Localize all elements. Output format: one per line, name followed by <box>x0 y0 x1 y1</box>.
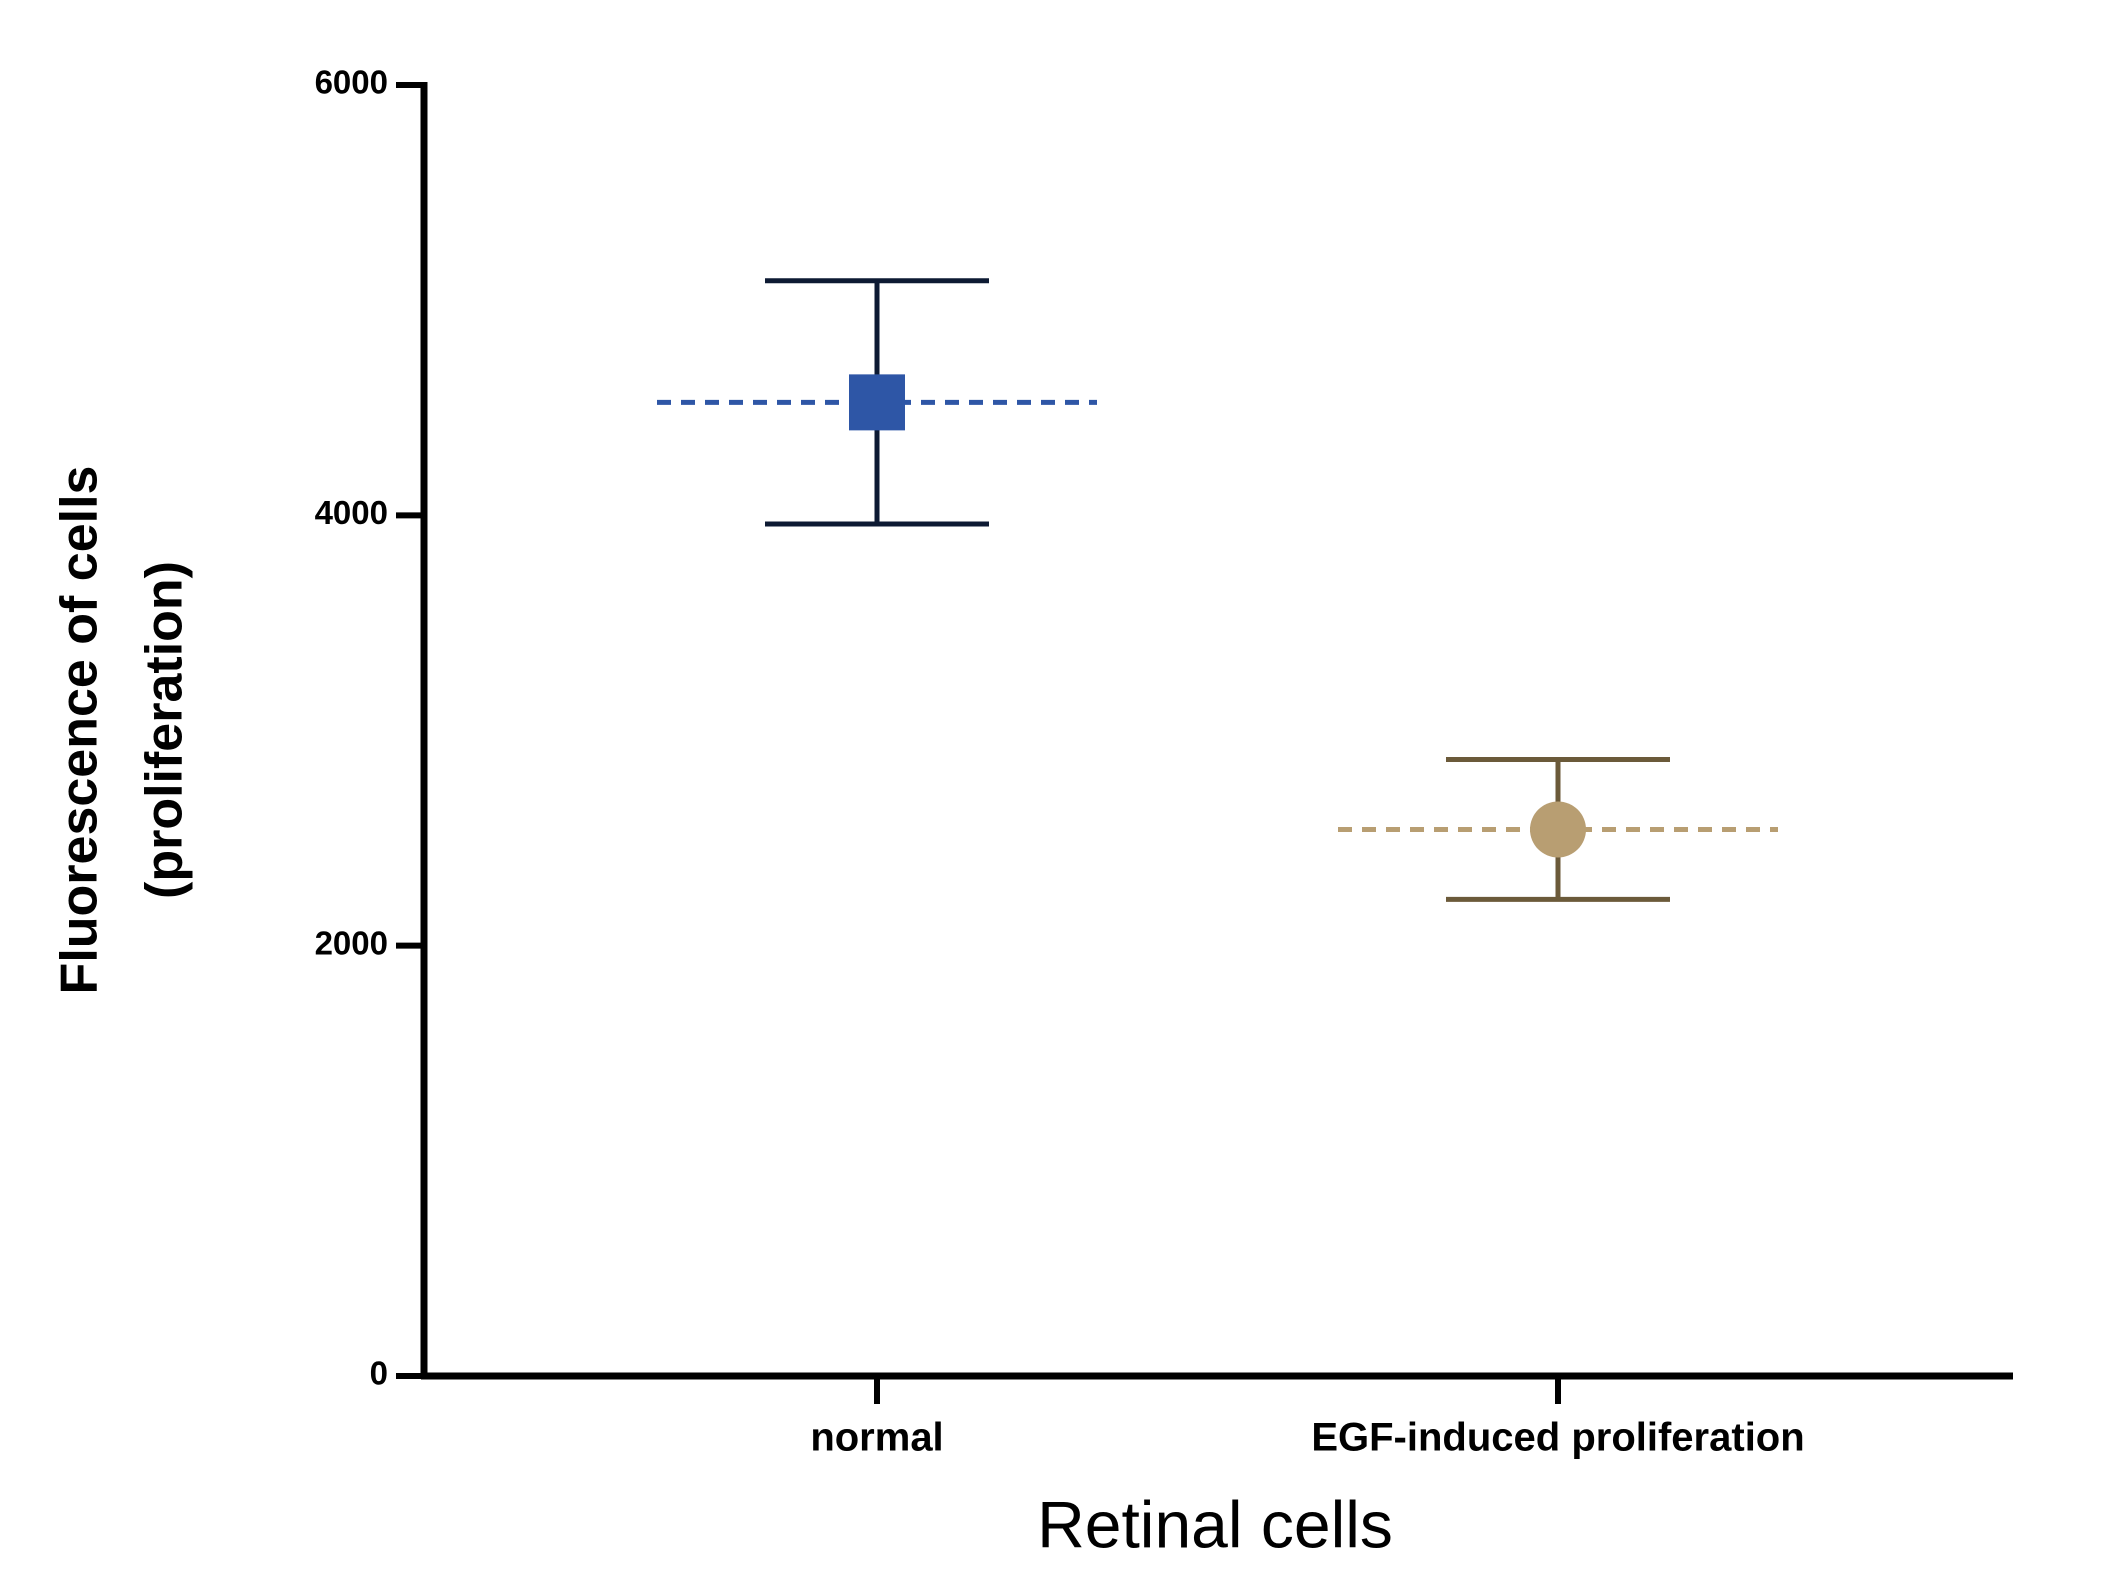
marker <box>1530 801 1586 858</box>
x-tick-label: normal <box>810 1416 943 1460</box>
marker <box>849 374 905 431</box>
y-axis-title: (proliferation) <box>136 561 194 899</box>
x-tick-label: EGF-induced proliferation <box>1311 1416 1804 1460</box>
x-axis-title: Retinal cells <box>1037 1487 1393 1561</box>
y-axis-title: Fluorescence of cells <box>51 466 109 995</box>
y-tick-label: 6000 <box>315 64 388 101</box>
y-tick-label: 4000 <box>315 494 388 531</box>
y-tick-label: 2000 <box>315 924 388 961</box>
y-tick-label: 0 <box>370 1355 388 1392</box>
